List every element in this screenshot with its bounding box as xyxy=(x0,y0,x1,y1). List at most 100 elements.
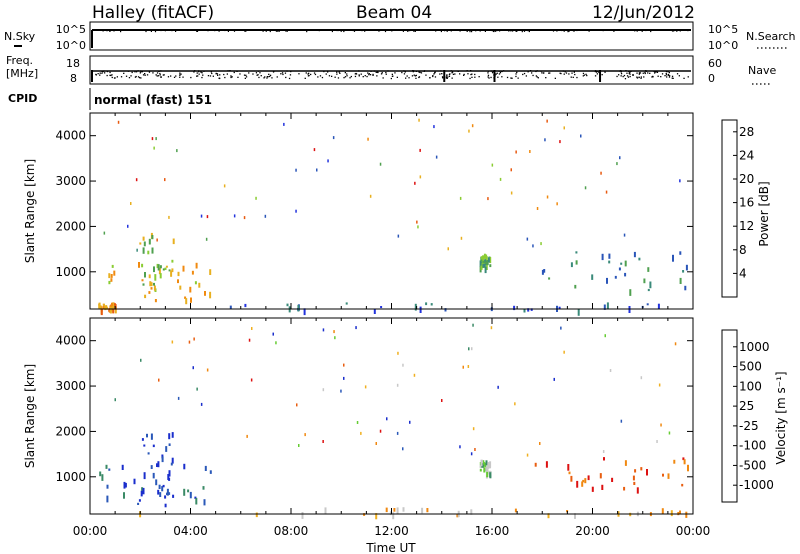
noise-dot xyxy=(299,29,301,31)
scatter-cell xyxy=(591,274,594,280)
scatter-cell xyxy=(482,260,485,263)
scatter-cell xyxy=(158,267,161,275)
nave-dot xyxy=(497,76,499,78)
nave-dot xyxy=(541,72,543,74)
scatter-cell xyxy=(483,462,486,465)
scatter-cell xyxy=(486,470,489,478)
scatter-cell xyxy=(151,247,154,254)
scatter-cell xyxy=(456,514,459,518)
scatter-cell xyxy=(487,257,490,263)
scatter-cell xyxy=(112,302,115,309)
scatter-cell xyxy=(541,269,544,275)
scatter-cell xyxy=(248,338,251,342)
nave-dot xyxy=(652,76,654,78)
scatter-cell xyxy=(184,296,187,299)
noise-dot xyxy=(570,29,572,31)
scatter-cell xyxy=(171,432,174,438)
scatter-cell xyxy=(584,186,587,190)
nave-dot xyxy=(604,71,606,73)
nave-dot xyxy=(445,76,448,78)
nave-dot xyxy=(667,71,669,73)
nave-dot xyxy=(272,71,275,73)
nave-dot xyxy=(433,73,435,75)
cpid-label: CPID xyxy=(8,92,37,105)
scatter-cell xyxy=(540,242,542,246)
nave-dot xyxy=(130,75,132,77)
nave-dot xyxy=(134,76,137,78)
scatter-cell xyxy=(157,489,160,495)
scatter-cell xyxy=(155,479,158,486)
noise-dot xyxy=(407,30,409,32)
noise-dot xyxy=(361,30,363,32)
nave-dot xyxy=(618,74,620,76)
nave-dot xyxy=(286,70,288,72)
scatter-cell xyxy=(640,467,643,471)
nave-dot xyxy=(396,76,398,78)
nave-dot xyxy=(515,73,517,75)
noise-dot xyxy=(570,29,572,31)
scatter-cell xyxy=(673,459,676,464)
nave-dot xyxy=(434,76,437,78)
scatter-cell xyxy=(108,468,111,471)
nave-dot xyxy=(125,75,128,77)
scatter-cell xyxy=(168,492,171,495)
nave-dot xyxy=(258,76,260,79)
noise-dot xyxy=(99,29,101,31)
scatter-cell xyxy=(141,487,144,491)
nave-dot xyxy=(629,71,631,73)
scatter-cell xyxy=(484,266,487,274)
scatter-cell xyxy=(194,281,197,285)
scatter-cell xyxy=(153,282,155,286)
nave-dot xyxy=(290,70,292,73)
nave-dot xyxy=(620,70,622,72)
y-tick-label: 4000 xyxy=(55,334,86,348)
nave-dot xyxy=(568,73,570,75)
scatter-cell xyxy=(156,263,159,269)
nave-dot xyxy=(429,77,431,79)
noise-dot xyxy=(109,30,111,32)
nave-dot xyxy=(376,75,378,77)
nave-dot xyxy=(623,74,626,77)
nave-dot xyxy=(645,70,648,72)
scatter-cell xyxy=(157,264,160,271)
nave-dot xyxy=(687,76,689,78)
noise-dot xyxy=(475,30,477,32)
noise-dot xyxy=(671,30,674,32)
nave-dot xyxy=(440,70,442,72)
scatter-cell xyxy=(515,150,517,154)
power-panel-frame xyxy=(89,112,694,310)
nave-dot xyxy=(492,70,494,72)
scatter-cell xyxy=(547,513,550,519)
scatter-cell xyxy=(143,472,146,480)
colorbar-tick-label: 100 xyxy=(739,379,762,393)
scatter-cell xyxy=(275,341,277,345)
scatter-cell xyxy=(468,129,470,133)
nave-dot xyxy=(656,71,659,73)
nave-dot xyxy=(559,72,561,74)
noise-dot xyxy=(427,29,429,31)
scatter-cell xyxy=(99,305,102,310)
noise-dot xyxy=(494,30,496,32)
nave-dot xyxy=(144,74,146,76)
scatter-cell xyxy=(679,251,682,255)
scatter-cell xyxy=(296,403,298,407)
nave-dot xyxy=(224,76,226,79)
scatter-cell xyxy=(148,238,151,245)
noise-dot xyxy=(413,30,415,32)
nave-dot xyxy=(501,70,503,73)
scatter-cell xyxy=(150,465,153,469)
scatter-cell xyxy=(660,423,662,427)
scatter-cell xyxy=(183,488,186,496)
noise-dot xyxy=(679,30,681,32)
scatter-cell xyxy=(171,268,174,273)
scatter-cell xyxy=(419,175,422,179)
nave-dot xyxy=(127,70,130,72)
scatter-cell xyxy=(483,264,486,268)
scatter-cell xyxy=(154,299,157,303)
noise-dot xyxy=(613,30,615,32)
nave-tick-top: 60 xyxy=(708,57,722,70)
nave-dot xyxy=(643,76,645,78)
nave-dot xyxy=(336,71,338,73)
scatter-cell xyxy=(379,162,382,166)
scatter-cell xyxy=(513,305,516,311)
